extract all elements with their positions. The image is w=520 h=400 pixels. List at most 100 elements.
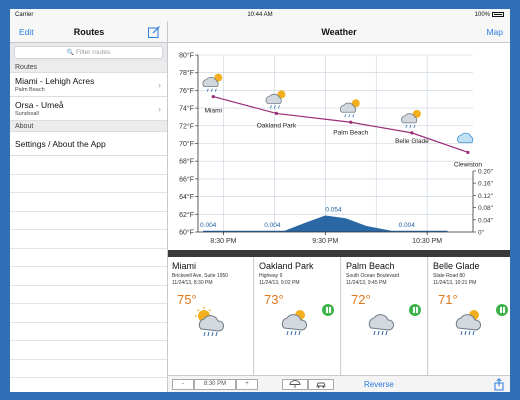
chevron-right-icon: › xyxy=(158,104,161,114)
partly-cloudy-rain-icon xyxy=(281,310,308,336)
route-name: Miami - Lehigh Acres xyxy=(15,76,95,86)
rain-drop xyxy=(344,114,347,118)
temperature-point xyxy=(211,94,215,99)
rain-mode-button[interactable] xyxy=(282,379,308,390)
y2-tick-label: 0.04" xyxy=(478,217,494,224)
forecast-card[interactable]: Miami Brickwell Ave, Suite 1950 11/24/13… xyxy=(168,257,254,375)
bottom-toolbar: - 8:30 PM + Reverse xyxy=(168,375,510,392)
carrier-label: Carrier xyxy=(15,12,34,18)
place-label: Oakland Park xyxy=(257,122,297,129)
chevron-right-icon: › xyxy=(158,80,161,90)
card-place-name: Palm Beach xyxy=(346,261,395,271)
rain-drop xyxy=(352,114,355,118)
empty-row xyxy=(10,249,167,267)
card-temperature: 75° xyxy=(177,292,197,307)
y2-tick-label: 0.12" xyxy=(478,193,494,200)
rain-drop xyxy=(210,88,213,92)
card-place-name: Oakland Park xyxy=(259,261,314,271)
settings-about-item[interactable]: Settings / About the App xyxy=(10,132,167,156)
y-tick-label: 72°F xyxy=(179,122,194,130)
partly-cloudy-rain-icon xyxy=(455,310,482,336)
partly-cloudy-rain-icon xyxy=(195,307,225,337)
place-label: Clewiston xyxy=(454,161,483,168)
sun-icon xyxy=(412,109,421,118)
weather-chart: 60°F 62°F 64°F 66°F 68°F 70°F 72°F 74°F 76°F 78°F… xyxy=(168,43,510,250)
sun-icon xyxy=(351,99,360,108)
battery-percent: 100% xyxy=(474,12,490,19)
y-tick-label: 80°F xyxy=(179,52,194,60)
precipitation-area xyxy=(203,215,448,232)
card-datetime: 11/24/13, 9:45 PM xyxy=(346,280,387,286)
route-item[interactable]: Miami - Lehigh Acres Palm Beach › xyxy=(10,73,167,97)
sidebar-title: Routes xyxy=(73,27,105,37)
y-tick-label: 62°F xyxy=(179,211,194,219)
rain-drop xyxy=(405,124,408,129)
rain-drop xyxy=(409,124,412,129)
time-decrement-button[interactable]: - xyxy=(172,379,194,390)
y-tick-label: 74°F xyxy=(179,105,194,113)
rain-drop xyxy=(278,105,280,109)
umbrella-icon xyxy=(289,380,301,388)
empty-row xyxy=(10,212,167,230)
search-bar: 🔍 Filter routes xyxy=(10,43,167,62)
route-item[interactable]: Orsa - Umeå Sundsvall › xyxy=(10,97,167,121)
empty-row xyxy=(10,286,167,304)
temperature-point xyxy=(274,111,279,116)
forecast-card[interactable]: Oakland Park Highway 9 11/24/13, 9:02 PM… xyxy=(255,257,341,375)
ipad-screen: Carrier 10:44 AM 100% Edit Routes 🔍 Filt… xyxy=(10,9,510,392)
rain-cloud-icon xyxy=(401,113,418,124)
x-tick-label: 8:30 PM xyxy=(210,238,236,245)
temperature-point xyxy=(410,131,414,135)
battery-icon xyxy=(492,12,504,17)
route-subtitle: Sundsvall xyxy=(15,111,39,117)
empty-row xyxy=(10,323,167,341)
routes-section-header: Routes xyxy=(10,62,167,73)
card-address: South Ocean Boulevard xyxy=(346,273,400,279)
card-address: Highway 9 xyxy=(259,273,283,279)
battery-indicator: 100% xyxy=(475,12,504,18)
card-temperature: 73° xyxy=(264,292,284,307)
empty-row xyxy=(10,304,167,323)
weather-panel: Weather Map 60°F 62°F 64°F 66°F 68°F 70°F 72°F… xyxy=(168,21,510,392)
precipitation-data-label: 0.004 xyxy=(399,222,416,229)
clock: 10:44 AM xyxy=(247,12,273,18)
search-placeholder: Filter routes xyxy=(75,49,111,56)
forecast-cards: Miami Brickwell Ave, Suite 1950 11/24/13… xyxy=(168,257,510,375)
y-tick-label: 78°F xyxy=(179,69,194,77)
sidebar-nav-bar: Edit Routes xyxy=(10,21,167,43)
share-icon[interactable] xyxy=(493,378,505,391)
car-mode-button[interactable] xyxy=(308,379,334,390)
sun-icon xyxy=(277,90,286,99)
empty-row xyxy=(10,156,167,175)
reverse-button[interactable]: Reverse xyxy=(364,380,394,389)
route-subtitle: Palm Beach xyxy=(15,87,45,93)
empty-row xyxy=(10,193,167,212)
time-value-field[interactable]: 8:30 PM xyxy=(194,379,236,390)
car-icon xyxy=(316,382,326,388)
y2-tick-label: 0.16" xyxy=(478,181,494,188)
y-tick-label: 60°F xyxy=(179,229,194,237)
compose-icon[interactable] xyxy=(147,25,161,39)
empty-row xyxy=(10,175,167,193)
edit-button[interactable]: Edit xyxy=(19,27,34,37)
panel-divider xyxy=(168,250,510,257)
weather-chart-svg: 60°F 62°F 64°F 66°F 68°F 70°F 72°F 74°F 76°F 78°F… xyxy=(179,52,494,246)
forecast-card[interactable]: Palm Beach South Ocean Boulevard 11/24/1… xyxy=(342,257,428,375)
time-increment-button[interactable]: + xyxy=(236,379,258,390)
forecast-card[interactable]: Belle Glade State Road 80 11/24/13, 10:2… xyxy=(429,257,510,375)
card-place-name: Miami xyxy=(172,261,196,271)
map-button[interactable]: Map xyxy=(486,27,503,37)
place-label: Palm Beach xyxy=(333,129,368,136)
rain-cloud-icon xyxy=(368,314,395,336)
y2-tick-label: 0.08" xyxy=(478,205,494,212)
card-place-name: Belle Glade xyxy=(433,261,480,271)
filter-routes-input[interactable]: 🔍 Filter routes xyxy=(14,46,163,59)
temperature-line xyxy=(213,96,469,153)
rain-drop xyxy=(206,88,209,92)
pause-icon[interactable] xyxy=(409,304,421,316)
card-address: State Road 80 xyxy=(433,273,465,279)
pause-icon[interactable] xyxy=(322,304,334,316)
empty-row xyxy=(10,341,167,360)
pause-icon[interactable] xyxy=(496,304,508,316)
y-tick-label: 68°F xyxy=(179,158,194,166)
